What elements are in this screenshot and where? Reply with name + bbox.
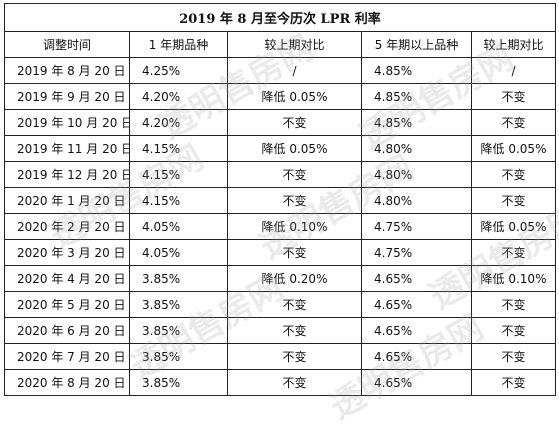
cell-one-year-change: 降低 0.05% bbox=[227, 83, 362, 110]
cell-one-year-rate: 4.05% bbox=[129, 239, 228, 266]
cell-one-year-change: 不变 bbox=[227, 187, 362, 214]
cell-one-year-change: 不变 bbox=[227, 343, 362, 370]
cell-five-year-rate: 4.80% bbox=[361, 161, 472, 188]
table-row: 2019 年 10 月 20 日 4.20% 不变 4.85% 不变 bbox=[4, 109, 556, 136]
header-one-year: 1 年期品种 bbox=[129, 31, 228, 58]
cell-date: 2019 年 8 月 20 日 bbox=[4, 57, 130, 84]
cell-five-year-rate: 4.80% bbox=[361, 135, 472, 162]
header-row: 调整时间 1 年期品种 较上期对比 5 年期以上品种 较上期对比 bbox=[4, 31, 556, 58]
cell-one-year-change: 不变 bbox=[227, 161, 362, 188]
cell-one-year-rate: 3.85% bbox=[129, 291, 228, 318]
cell-date: 2020 年 8 月 20 日 bbox=[4, 369, 130, 396]
cell-one-year-rate: 4.20% bbox=[129, 109, 228, 136]
cell-one-year-rate: 3.85% bbox=[129, 343, 228, 370]
cell-date: 2020 年 5 月 20 日 bbox=[4, 291, 130, 318]
header-five-year: 5 年期以上品种 bbox=[361, 31, 472, 58]
cell-one-year-change: / bbox=[227, 57, 362, 84]
header-one-year-change: 较上期对比 bbox=[227, 31, 362, 58]
table-row: 2020 年 1 月 20 日 4.15% 不变 4.80% 不变 bbox=[4, 187, 556, 214]
cell-five-year-change: / bbox=[471, 57, 556, 84]
cell-date: 2019 年 10 月 20 日 bbox=[4, 109, 130, 136]
cell-date: 2020 年 2 月 20 日 bbox=[4, 213, 130, 240]
cell-five-year-change: 不变 bbox=[471, 161, 556, 188]
cell-five-year-change: 不变 bbox=[471, 291, 556, 318]
table-title: 2019 年 8 月至今历次 LPR 利率 bbox=[4, 3, 556, 32]
cell-date: 2020 年 3 月 20 日 bbox=[4, 239, 130, 266]
cell-one-year-rate: 4.20% bbox=[129, 83, 228, 110]
cell-five-year-change: 不变 bbox=[471, 187, 556, 214]
cell-one-year-rate: 4.15% bbox=[129, 161, 228, 188]
cell-one-year-rate: 4.25% bbox=[129, 57, 228, 84]
table-row: 2020 年 8 月 20 日 3.85% 不变 4.65% 不变 bbox=[4, 369, 556, 396]
cell-five-year-change: 不变 bbox=[471, 83, 556, 110]
table-row: 2020 年 3 月 20 日 4.05% 不变 4.75% 不变 bbox=[4, 239, 556, 266]
cell-five-year-rate: 4.65% bbox=[361, 317, 472, 344]
cell-one-year-change: 不变 bbox=[227, 317, 362, 344]
cell-one-year-change: 不变 bbox=[227, 109, 362, 136]
cell-five-year-rate: 4.65% bbox=[361, 369, 472, 396]
table-row: 2019 年 8 月 20 日 4.25%/4.85% / bbox=[4, 57, 556, 84]
cell-five-year-rate: 4.85% bbox=[361, 109, 472, 136]
cell-five-year-change: 不变 bbox=[471, 369, 556, 396]
cell-one-year-change: 降低 0.10% bbox=[227, 213, 362, 240]
cell-one-year-change: 降低 0.05% bbox=[227, 135, 362, 162]
cell-five-year-rate: 4.65% bbox=[361, 291, 472, 318]
cell-five-year-rate: 4.75% bbox=[361, 239, 472, 266]
header-adjust-date: 调整时间 bbox=[4, 31, 130, 58]
cell-five-year-rate: 4.65% bbox=[361, 265, 472, 292]
cell-five-year-rate: 4.85% bbox=[361, 83, 472, 110]
cell-one-year-rate: 4.15% bbox=[129, 187, 228, 214]
header-five-year-change: 较上期对比 bbox=[471, 31, 556, 58]
table-row: 2020 年 7 月 20 日 3.85% 不变 4.65% 不变 bbox=[4, 343, 556, 370]
cell-date: 2019 年 12 月 20 日 bbox=[4, 161, 130, 188]
cell-five-year-rate: 4.75% bbox=[361, 213, 472, 240]
cell-five-year-rate: 4.80% bbox=[361, 187, 472, 214]
cell-date: 2019 年 9 月 20 日 bbox=[4, 83, 130, 110]
cell-one-year-rate: 3.85% bbox=[129, 369, 228, 396]
cell-date: 2019 年 11 月 20 日 bbox=[4, 135, 130, 162]
lpr-rate-table: 2019 年 8 月至今历次 LPR 利率 调整时间 1 年期品种 较上期对比 … bbox=[4, 3, 556, 396]
cell-one-year-rate: 3.85% bbox=[129, 317, 228, 344]
cell-one-year-change: 不变 bbox=[227, 291, 362, 318]
cell-five-year-change: 不变 bbox=[471, 343, 556, 370]
cell-one-year-change: 降低 0.20% bbox=[227, 265, 362, 292]
cell-date: 2020 年 1 月 20 日 bbox=[4, 187, 130, 214]
cell-five-year-rate: 4.85% bbox=[361, 57, 472, 84]
cell-five-year-change: 不变 bbox=[471, 239, 556, 266]
table-row: 2019 年 12 月 20 日 4.15% 不变 4.80% 不变 bbox=[4, 161, 556, 188]
table-row: 2019 年 9 月 20 日 4.20% 降低 0.05% 4.85% 不变 bbox=[4, 83, 556, 110]
cell-date: 2020 年 7 月 20 日 bbox=[4, 343, 130, 370]
table-row: 2020 年 4 月 20 日 3.85% 降低 0.20% 4.65% 降低 0.10… bbox=[4, 265, 556, 292]
cell-five-year-change: 降低 0.05% bbox=[471, 213, 556, 240]
cell-one-year-change: 不变 bbox=[227, 369, 362, 396]
cell-one-year-rate: 3.85% bbox=[129, 265, 228, 292]
cell-date: 2020 年 6 月 20 日 bbox=[4, 317, 130, 344]
cell-one-year-rate: 4.05% bbox=[129, 213, 228, 240]
cell-date: 2020 年 4 月 20 日 bbox=[4, 265, 130, 292]
cell-one-year-change: 不变 bbox=[227, 239, 362, 266]
table-row: 2020 年 5 月 20 日 3.85% 不变 4.65% 不变 bbox=[4, 291, 556, 318]
cell-five-year-change: 不变 bbox=[471, 317, 556, 344]
table-row: 2020 年 6 月 20 日 3.85% 不变 4.65% 不变 bbox=[4, 317, 556, 344]
cell-five-year-change: 不变 bbox=[471, 109, 556, 136]
cell-five-year-rate: 4.65% bbox=[361, 343, 472, 370]
table-row: 2019 年 11 月 20 日 4.15% 降低 0.05% 4.80% 降低 0.0… bbox=[4, 135, 556, 162]
cell-five-year-change: 降低 0.10% bbox=[471, 265, 556, 292]
cell-five-year-change: 降低 0.05% bbox=[471, 135, 556, 162]
table-row: 2020 年 2 月 20 日 4.05% 降低 0.10% 4.75% 降低 0.05… bbox=[4, 213, 556, 240]
lpr-table-container: 2019 年 8 月至今历次 LPR 利率 调整时间 1 年期品种 较上期对比 … bbox=[4, 3, 556, 396]
cell-one-year-rate: 4.15% bbox=[129, 135, 228, 162]
